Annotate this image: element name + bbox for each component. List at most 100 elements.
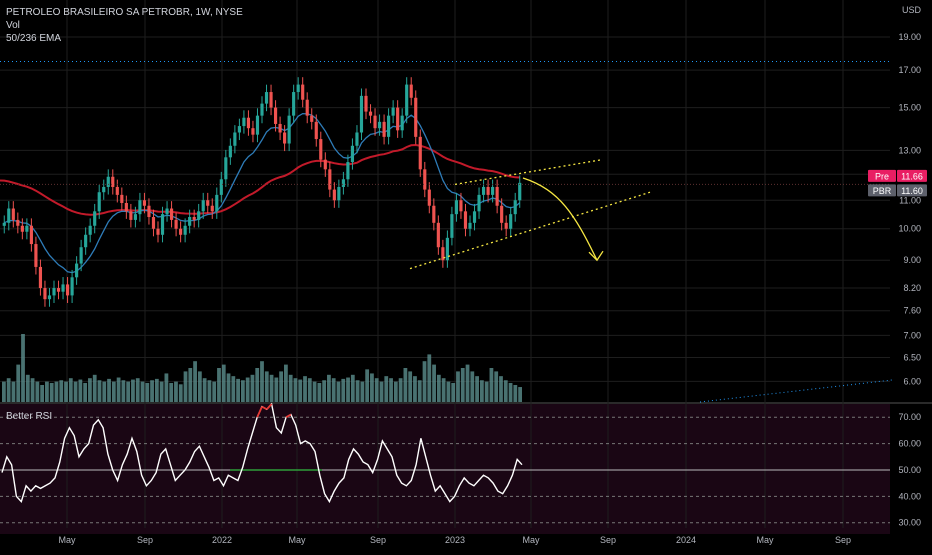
candle-body [427,189,431,206]
volume-bar [11,381,16,402]
candle-body [481,186,486,195]
volume-bar [360,381,365,402]
candle-body [183,225,187,235]
volume-bar [73,381,78,402]
candle-body [93,211,97,226]
candle-body [472,211,477,223]
candle-body [387,115,391,137]
candle-body [84,234,88,248]
ema-indicator-label[interactable]: 50/236 EMA [6,33,62,44]
candle-body [29,225,33,245]
volume-bar [212,381,217,402]
candle-body [436,222,440,248]
price-tag-pbr: PBR 11.60 [868,184,927,197]
volume-bar [413,376,417,402]
symbol-title[interactable]: PETROLEO BRASILEIRO SA PETROBR, 1W, NYSE [6,7,243,18]
volume-indicator-label[interactable]: Vol [6,20,20,31]
volume-bar [135,378,140,402]
candle-body [423,169,427,190]
candle-body [106,176,110,187]
candle-body [165,208,169,215]
rsi-indicator-label[interactable]: Better RSI [6,411,53,422]
x-tick-label: May [756,535,774,545]
price-tag-name: PBR [873,186,892,196]
y-tick-label: 6.00 [903,376,921,386]
candle-body [500,205,504,223]
volume-bar [164,373,169,402]
volume-bar [503,380,508,402]
volume-bar [341,378,346,402]
volume-bar [236,378,240,402]
volume-bar [131,379,135,402]
y-tick-label: 15.00 [898,103,921,113]
candle-body [445,237,449,261]
candle-body [323,159,327,170]
volume-bar [365,369,370,402]
candle-body [251,128,255,135]
volume-bar [494,371,499,402]
volume-bar [432,364,436,402]
candle-body [47,295,52,300]
candle-body [156,228,160,235]
volume-bar [54,381,59,402]
volume-bar [78,379,83,402]
y-tick-label: 11.00 [899,195,921,205]
volume-bar [379,381,384,402]
volume-bar [417,380,422,402]
candle-body [328,169,332,190]
candle-body [129,211,133,220]
volume-bar [159,381,164,402]
volume-bar [441,378,446,402]
x-tick-label: Sep [600,535,616,545]
volume-bar [16,364,21,402]
y-tick-label: 6.50 [903,352,921,362]
volume-bar [269,374,274,402]
volume-bar [197,371,202,402]
candle-body [486,186,490,195]
candle-body [179,228,183,235]
candle-body [111,176,115,187]
volume-bar [284,364,288,402]
candle-body [504,222,508,229]
volume-bar [116,377,121,402]
volume-bar [64,381,68,402]
volume-bar [274,377,279,402]
volume-bar [92,374,97,402]
candle-body [38,266,43,289]
candle-body [133,214,137,220]
candle-body [97,192,101,212]
candle-body [459,200,463,212]
candle-body [228,145,232,158]
candle-body [43,288,47,300]
candle-body [70,277,74,296]
candlesticks [2,77,522,307]
candle-body [477,194,481,212]
candle-body [142,200,147,206]
volume-bar [370,373,374,402]
candle-body [509,214,513,229]
candle-body [61,284,65,292]
volume-bar [489,368,494,402]
volume-bar [403,368,408,402]
volume-bar [436,374,441,402]
y-tick-label: 17.00 [898,65,921,75]
candle-body [301,84,305,100]
candle-body [337,186,341,201]
volume-bar [121,380,126,402]
candle-body [418,136,422,170]
y-tick-label: 7.00 [903,330,921,340]
volume-bar [307,378,312,402]
volume-bar [126,381,131,402]
volume-bar [174,381,178,402]
volume-bar [456,371,460,402]
volume-bar [255,368,260,402]
candle-body [400,115,404,131]
candle-body [260,103,264,116]
candle-body [233,132,237,146]
volume-bar [479,380,484,402]
candle-body [188,217,192,226]
volume-bar [312,381,317,402]
x-tick-label: 2022 [212,535,232,545]
